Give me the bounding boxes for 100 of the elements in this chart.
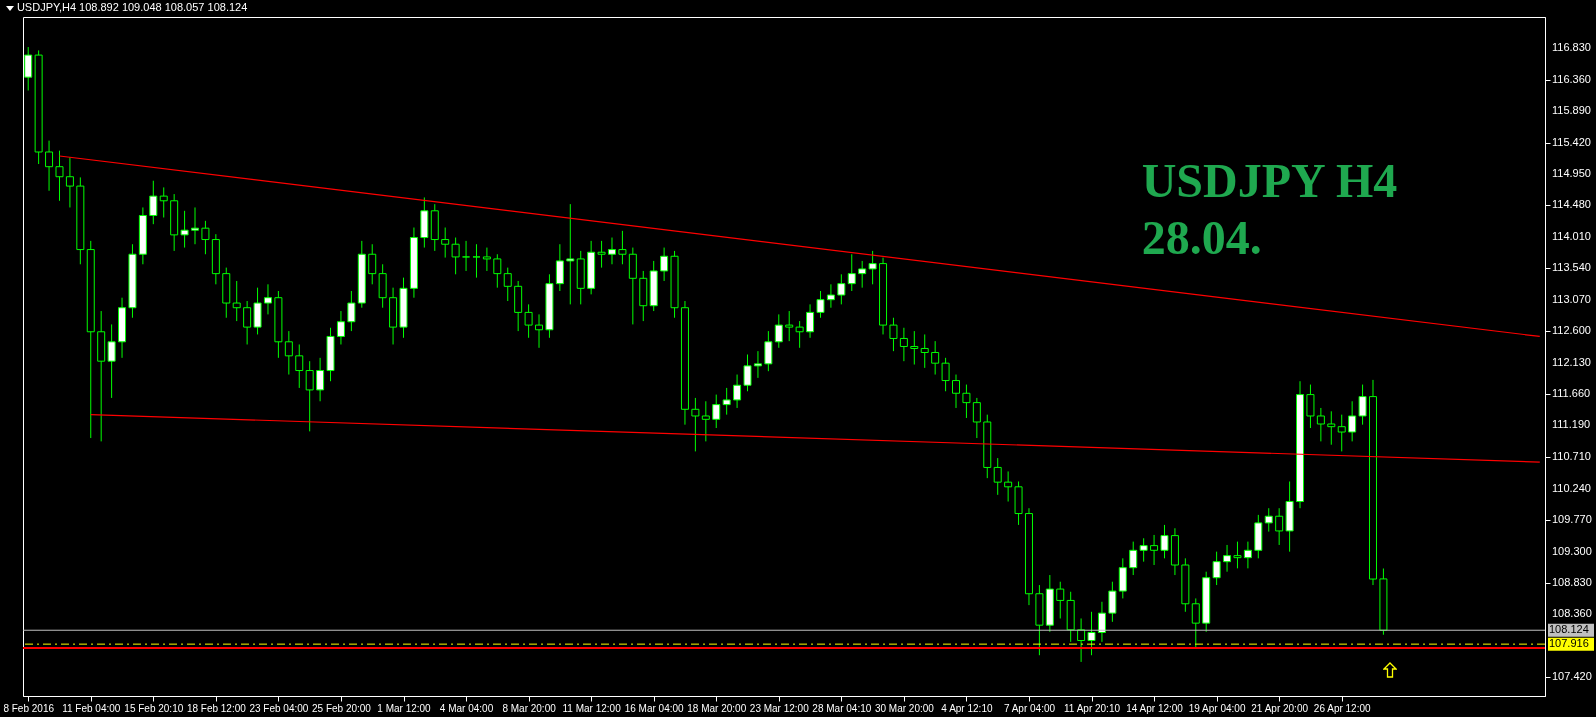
candlestick — [972, 397, 981, 439]
candlestick — [837, 273, 846, 305]
candlestick — [232, 280, 241, 322]
x-tick-label: 23 Mar 12:00 — [749, 702, 810, 714]
x-tick-label: 18 Mar 20:00 — [687, 702, 747, 714]
x-tick-label: 11 Apr 20:10 — [1064, 702, 1121, 714]
candlestick — [826, 283, 835, 309]
candlestick — [295, 343, 304, 389]
candlestick — [1056, 581, 1065, 619]
candlestick — [952, 374, 961, 409]
candlestick — [774, 313, 783, 349]
y-tick-label: 115.890 — [1552, 104, 1591, 117]
y-tick-label: 111.190 — [1552, 418, 1591, 431]
x-tick-label: 23 Feb 04:00 — [249, 702, 309, 714]
candlestick — [1129, 541, 1138, 576]
candlestick — [316, 357, 325, 402]
candlestick — [920, 333, 929, 369]
candlestick — [733, 374, 742, 409]
y-tick-label: 116.360 — [1552, 72, 1591, 85]
candlestick — [535, 313, 544, 349]
x-tick-label: 18 Feb 12:00 — [186, 702, 247, 714]
candlestick — [1150, 534, 1159, 566]
candlestick — [45, 140, 54, 192]
candlestick — [55, 150, 64, 202]
y-tick-label: 112.600 — [1552, 324, 1591, 337]
candlestick — [1139, 537, 1148, 563]
y-tick-label: 115.420 — [1552, 135, 1591, 148]
y-tick-label: 110.240 — [1552, 481, 1591, 494]
x-tick-label: 16 Mar 04:00 — [624, 702, 685, 714]
candlestick — [1191, 597, 1200, 650]
x-tick-label: 4 Mar 04:00 — [439, 702, 494, 714]
candlestick — [1108, 581, 1117, 623]
y-tick-label: 108.830 — [1552, 576, 1592, 589]
x-tick-label: 14 Apr 12:00 — [1126, 702, 1184, 714]
x-tick-label: 4 Apr 12:10 — [941, 702, 993, 714]
candlestick — [607, 237, 616, 265]
y-tick-label: 108.360 — [1552, 607, 1592, 620]
candlestick — [180, 210, 189, 249]
chart-title: USDJPY,H4 108.892 109.048 108.057 108.124 — [16, 1, 248, 13]
candlestick — [482, 247, 491, 272]
x-tick-label: 30 Mar 20:00 — [874, 702, 935, 714]
candlestick — [691, 397, 700, 452]
y-tick-label: 113.540 — [1552, 261, 1591, 274]
y-tick-label: 114.480 — [1552, 198, 1591, 211]
y-tick-label: 111.660 — [1552, 386, 1591, 399]
candlestick — [368, 243, 377, 285]
annotation: 28.04. — [1141, 210, 1262, 264]
candlestick — [712, 394, 721, 429]
x-tick-label: 1 Mar 12:00 — [377, 702, 432, 714]
candlestick — [858, 260, 867, 289]
candlestick — [795, 320, 804, 349]
x-tick-label: 11 Feb 04:00 — [62, 702, 121, 714]
candlestick — [618, 230, 627, 265]
candlestick — [785, 310, 794, 342]
x-tick-label: 26 Apr 12:00 — [1313, 702, 1372, 714]
candlestick — [284, 330, 293, 376]
x-tick-label: 25 Feb 20:00 — [311, 702, 372, 714]
candlestick — [889, 317, 898, 352]
ref-line-label: 107.916 — [1549, 637, 1589, 650]
x-tick-label: 15 Feb 20:10 — [124, 702, 184, 714]
candlestick — [493, 253, 502, 289]
candlestick — [806, 303, 815, 339]
candlestick — [899, 327, 908, 362]
candlestick — [451, 237, 460, 275]
candlestick — [1306, 384, 1315, 429]
candlestick — [243, 300, 252, 345]
candlestick — [1264, 507, 1273, 533]
candlestick — [1327, 410, 1336, 446]
y-tick-label: 109.770 — [1552, 513, 1592, 526]
y-tick-label: 110.710 — [1552, 450, 1591, 463]
x-tick-label: 11 Mar 12:00 — [562, 702, 622, 714]
y-tick-label: 113.070 — [1552, 292, 1591, 305]
x-tick-label: 21 Apr 20:00 — [1251, 702, 1309, 714]
annotation: USDJPY H4 — [1141, 154, 1398, 208]
candlestick — [743, 354, 752, 392]
candlestick — [1004, 470, 1013, 503]
candlestick — [1233, 541, 1242, 569]
candlestick — [993, 457, 1002, 496]
candlestick — [441, 227, 450, 259]
candlestick — [1212, 551, 1221, 586]
candlestick — [555, 243, 564, 292]
candlestick — [1223, 544, 1232, 573]
candlestick — [347, 290, 356, 332]
y-tick-label: 114.010 — [1552, 229, 1591, 242]
candlestick — [1118, 557, 1127, 599]
candlestick — [524, 303, 533, 339]
candlestick — [722, 387, 731, 416]
candlestick — [462, 240, 471, 272]
x-tick-label: 8 Mar 20:00 — [502, 702, 557, 714]
candlestick — [1160, 524, 1169, 559]
candlestick — [847, 253, 856, 292]
candlestick — [1275, 507, 1284, 546]
candlestick — [701, 400, 710, 442]
candlestick — [597, 240, 606, 269]
candlestick — [868, 250, 877, 285]
candlestick — [472, 243, 481, 279]
y-tick-label: 114.950 — [1552, 167, 1591, 180]
candlestick — [336, 310, 345, 345]
candlestick — [941, 357, 950, 392]
candlestick — [1097, 601, 1106, 643]
